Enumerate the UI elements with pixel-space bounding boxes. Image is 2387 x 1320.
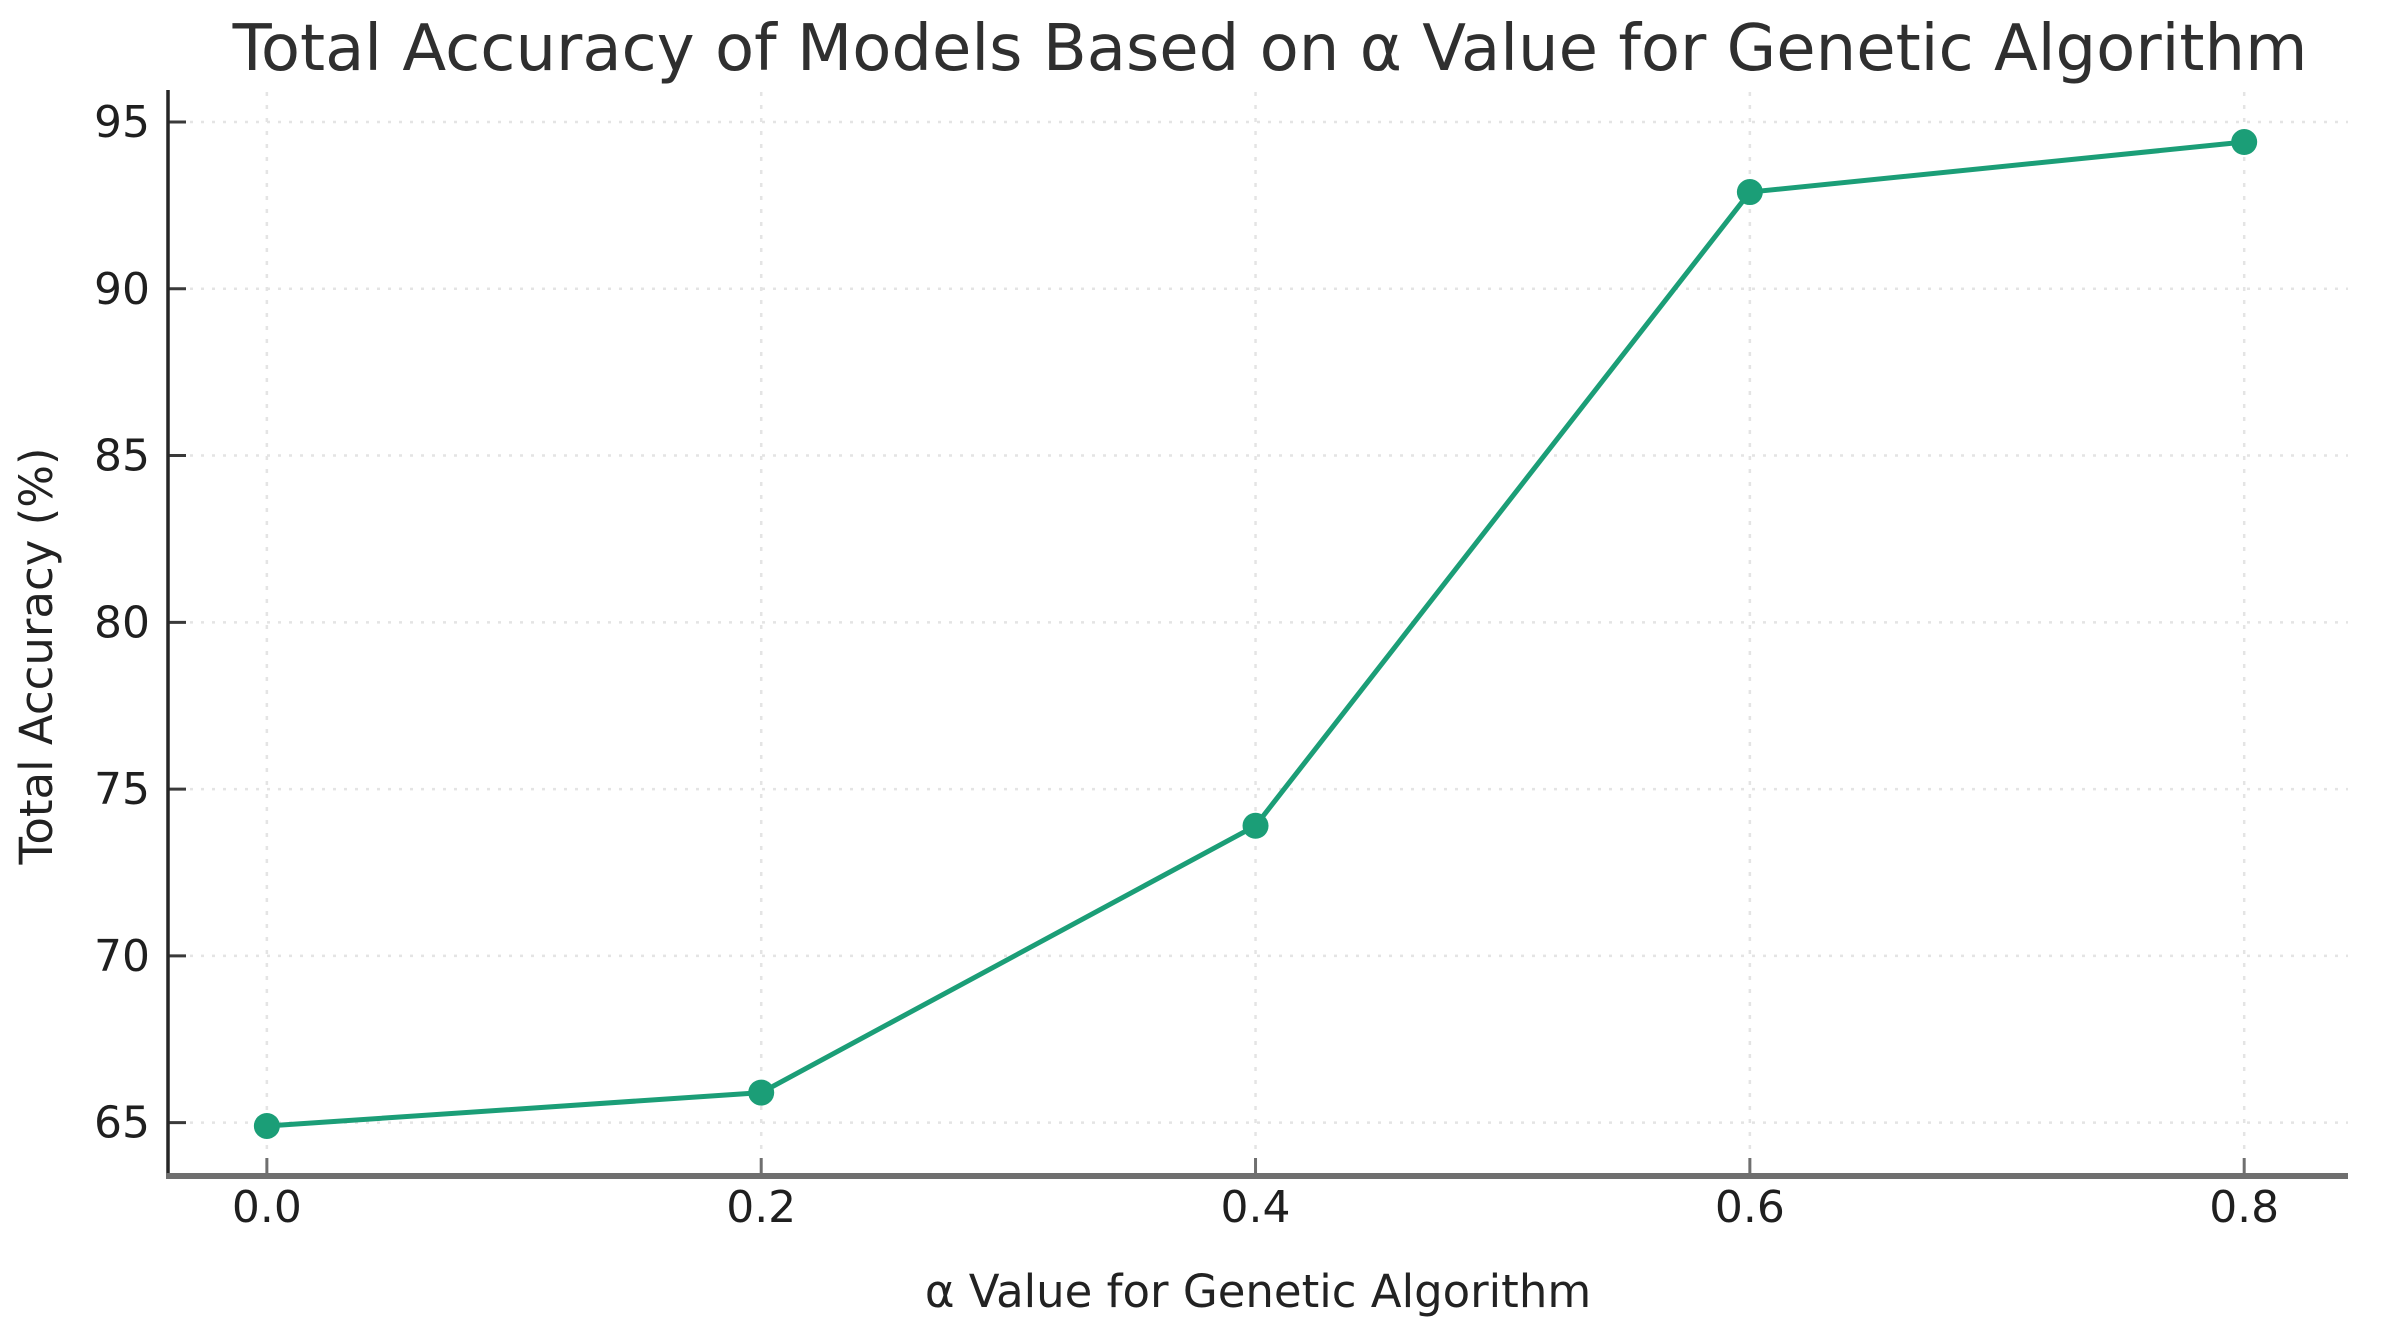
tick-label-layer: 65 70 75 80 85 90 95 0.0 0.2 0.4 0.6 0.8 <box>94 97 2279 1233</box>
y-tick-label: 95 <box>94 97 150 148</box>
chart-title: Total Accuracy of Models Based on α Valu… <box>232 12 2308 86</box>
series-layer <box>253 129 2258 1139</box>
y-axis-label: Total Accuracy (%) <box>10 447 63 865</box>
y-tick-label: 70 <box>94 931 150 982</box>
x-axis-label: α Value for Genetic Algorithm <box>925 1265 1591 1318</box>
y-tick-label: 80 <box>94 597 150 648</box>
y-tick-label: 65 <box>94 1098 150 1149</box>
y-tick-label: 75 <box>94 764 150 815</box>
x-tick-label: 0.0 <box>232 1182 302 1233</box>
data-point-marker <box>748 1079 775 1106</box>
x-tick-label: 0.2 <box>726 1182 796 1233</box>
x-tick-label: 0.6 <box>1715 1182 1785 1233</box>
data-point-marker <box>253 1112 280 1139</box>
x-tick-label: 0.8 <box>2209 1182 2279 1233</box>
data-point-marker <box>2231 129 2258 156</box>
y-tick-label: 85 <box>94 431 150 482</box>
data-point-marker <box>1242 812 1269 839</box>
y-tick-label: 90 <box>94 264 150 315</box>
axis-layer <box>166 90 2348 1179</box>
grid-layer <box>168 92 2348 1176</box>
x-tick-label: 0.4 <box>1221 1182 1291 1233</box>
data-point-marker <box>1736 179 1763 206</box>
